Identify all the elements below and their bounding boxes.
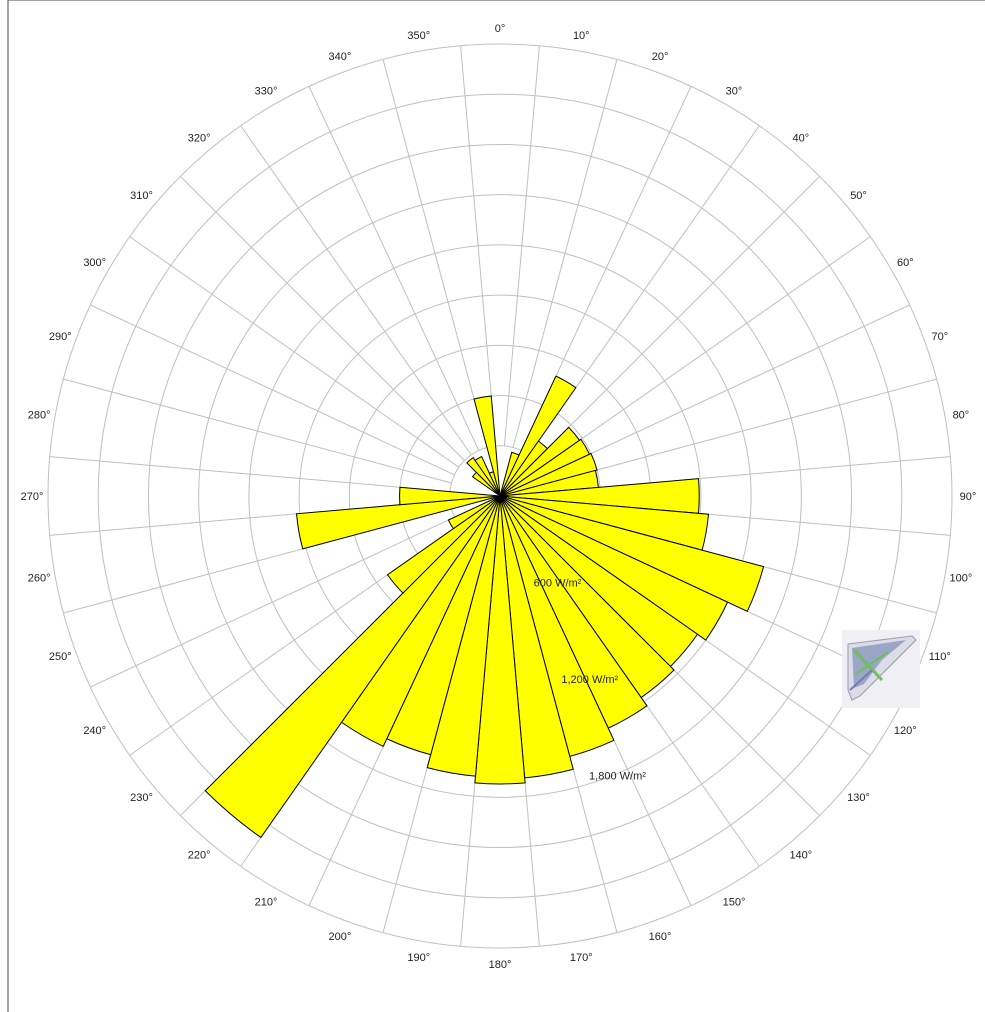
direction-label-190: 190° [407, 952, 430, 964]
direction-label-90: 90° [960, 491, 977, 503]
direction-label-230: 230° [130, 792, 153, 804]
rose-bar-180 [474, 495, 526, 785]
direction-label-280: 280° [28, 410, 51, 422]
direction-label-80: 80° [953, 410, 970, 422]
direction-label-180: 180° [489, 959, 512, 971]
direction-label-260: 260° [28, 572, 51, 584]
grid-spoke [535, 176, 820, 461]
grid-spoke [382, 59, 488, 448]
direction-label-50: 50° [850, 190, 867, 202]
direction-label-10: 10° [573, 30, 590, 42]
radial-label-1800: 1,800 W/m² [589, 771, 646, 783]
direction-label-320: 320° [188, 132, 211, 144]
direction-label-130: 130° [847, 792, 870, 804]
direction-label-30: 30° [726, 86, 743, 98]
grid-spoke [90, 516, 455, 688]
direction-label-300: 300° [83, 257, 106, 269]
direction-label-110: 110° [929, 651, 951, 663]
grid-spoke [512, 59, 618, 448]
rose-bar-260 [295, 495, 501, 550]
grid-circle [147, 143, 853, 849]
grid-spoke [503, 45, 540, 447]
grid-spoke [308, 86, 480, 451]
rose-bar-220 [204, 495, 501, 839]
direction-label-150: 150° [723, 896, 746, 908]
grid-spoke [460, 45, 497, 447]
rose-bar-120 [499, 495, 729, 641]
direction-label-220: 220° [188, 850, 211, 862]
direction-label-210: 210° [255, 896, 278, 908]
grid-circle [198, 194, 802, 798]
direction-label-240: 240° [83, 725, 106, 737]
grid-spoke [90, 304, 455, 476]
direction-label-60: 60° [897, 257, 914, 269]
direction-label-120: 120° [894, 725, 917, 737]
direction-label-20: 20° [652, 51, 669, 63]
direction-label-290: 290° [49, 331, 72, 343]
rose-bar-240 [447, 495, 501, 530]
radial-label-600: 600 W/m² [534, 578, 582, 590]
direction-label-0: 0° [495, 23, 506, 35]
rose-bar-320 [466, 456, 501, 497]
direction-label-70: 70° [931, 331, 948, 343]
direction-label-200: 200° [329, 931, 352, 943]
rose-bar-350 [473, 395, 501, 497]
rose-bar-110 [499, 495, 765, 612]
grid-circle [47, 43, 953, 949]
direction-label-160: 160° [649, 931, 672, 943]
grid-spoke [545, 304, 910, 476]
direction-label-270: 270° [21, 491, 44, 503]
grid-spoke [540, 236, 871, 468]
rose-bar-30 [499, 375, 577, 497]
grid-spoke [548, 378, 937, 484]
grid-circle [97, 93, 903, 899]
labels-layer: 0° 10° 20° 30° 40° 50° 60° 70° 80° 90° 100° 110° 120… [21, 23, 977, 971]
rose-bar-270 [399, 486, 501, 506]
grid-spoke [49, 456, 451, 493]
rose-bar-190 [426, 495, 501, 777]
direction-label-350: 350° [407, 30, 430, 42]
grid-spoke [63, 378, 452, 484]
building-thumbnail-icon [842, 630, 920, 708]
direction-label-250: 250° [49, 651, 72, 663]
rose-bar-330 [474, 455, 501, 497]
direction-label-170: 170° [570, 952, 593, 964]
grid-spoke [129, 236, 460, 468]
rose-bar-70 [499, 452, 598, 497]
bars-layer [204, 375, 765, 839]
direction-label-100: 100° [950, 572, 973, 584]
rose-bar-230 [386, 495, 501, 594]
direction-label-40: 40° [793, 132, 810, 144]
direction-label-140: 140° [789, 850, 812, 862]
grid-spoke [180, 176, 465, 461]
grid-spoke [240, 125, 472, 456]
direction-label-330: 330° [255, 86, 278, 98]
radial-label-1200: 1,200 W/m² [561, 674, 618, 686]
direction-label-340: 340° [329, 51, 352, 63]
direction-label-310: 310° [130, 190, 153, 202]
